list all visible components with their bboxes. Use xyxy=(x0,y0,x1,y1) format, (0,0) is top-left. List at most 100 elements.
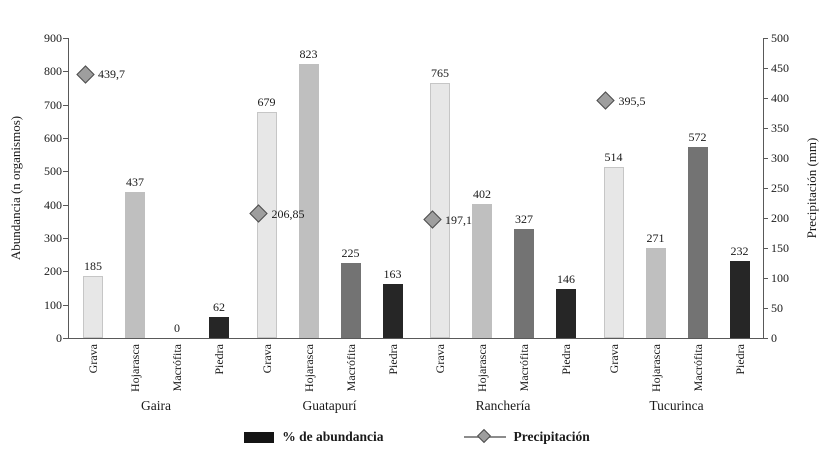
y-axis-right-tick xyxy=(763,308,768,309)
y-axis-left-tick xyxy=(63,338,68,339)
y-axis-right-tick-label: 300 xyxy=(771,151,789,165)
abundance-swatch-icon xyxy=(244,431,275,443)
x-axis-category-label: Piedra xyxy=(732,344,747,375)
x-axis-category-label: Macrófita xyxy=(343,344,358,392)
bar xyxy=(430,83,450,338)
bar-value-label: 437 xyxy=(126,175,144,190)
y-axis-right-tick-label: 400 xyxy=(771,91,789,105)
x-axis-category-label: Macrófita xyxy=(517,344,531,392)
y-axis-right-tick-label: 100 xyxy=(771,271,789,285)
legend-item-abundance: % de abundancia xyxy=(244,429,384,445)
bar xyxy=(125,192,145,338)
precipitation-value-label: 206,85 xyxy=(271,206,305,221)
legend: % de abundancia Precipitación xyxy=(0,428,834,445)
x-axis-category-label: Piedra xyxy=(559,344,573,375)
diamond-icon xyxy=(476,428,491,444)
x-axis-category-label: Piedra xyxy=(212,344,226,375)
bar-value-label: 271 xyxy=(646,230,665,245)
y-axis-left-tick xyxy=(63,171,68,173)
y-axis-right-tick-label: 350 xyxy=(771,121,789,135)
y-axis-right-tick xyxy=(763,278,768,279)
bar-value-label: 514 xyxy=(604,149,623,164)
y-axis-left-tick-label: 700 xyxy=(44,97,62,112)
y-axis-left-tick-label: 100 xyxy=(44,297,62,312)
y-axis-right-tick xyxy=(763,128,768,129)
bar-value-label: 225 xyxy=(341,246,360,260)
x-axis-group-label: Tucurinca xyxy=(649,398,704,413)
bar-value-label: 823 xyxy=(299,46,318,61)
y-axis-right-tick-label: 250 xyxy=(771,181,789,195)
x-axis-group-label: Ranchería xyxy=(475,398,531,413)
bar-value-label: 679 xyxy=(257,94,276,109)
bar xyxy=(340,263,361,338)
y-axis-right-tick-label: 0 xyxy=(771,331,777,345)
precipitation-value-label: 395,5 xyxy=(618,93,646,108)
y-axis-left-tick xyxy=(63,71,68,73)
y-axis-left-tick-label: 200 xyxy=(44,264,62,279)
bar-value-label: 572 xyxy=(688,130,707,145)
bar xyxy=(556,289,576,338)
y-axis-right-tick xyxy=(763,68,768,69)
y-axis-left-tick xyxy=(63,304,68,306)
x-axis-category-label: Piedra xyxy=(385,344,400,375)
x-axis-category-label: Grava xyxy=(433,344,447,374)
bar-value-label: 146 xyxy=(557,272,575,287)
y-axis-left-tick-label: 0 xyxy=(56,331,62,345)
x-axis-category-label: Hojarasca xyxy=(648,344,663,392)
y-axis-left-tick xyxy=(63,271,68,273)
x-axis-group-label: Guatapurí xyxy=(302,398,357,413)
y-axis-left-tick xyxy=(63,104,68,106)
bar xyxy=(603,166,624,338)
y-axis-left-tick-label: 300 xyxy=(44,231,62,245)
y-axis-right-tick xyxy=(763,338,768,339)
bar xyxy=(256,111,277,338)
bar xyxy=(83,276,103,338)
precipitation-marker-icon xyxy=(463,428,506,444)
y-axis-left-tick-label: 400 xyxy=(44,197,62,212)
legend-item-precipitation: Precipitación xyxy=(463,428,590,445)
bar xyxy=(298,63,319,338)
y-axis-left-tick xyxy=(63,238,68,239)
x-axis-category-label: Grava xyxy=(86,344,100,374)
precipitation-value-label: 439,7 xyxy=(98,67,125,82)
bar-value-label: 327 xyxy=(515,212,533,226)
x-axis-category-label: Hojarasca xyxy=(128,344,142,392)
y-axis-right-tick-label: 200 xyxy=(771,211,789,225)
y-axis-right-tick xyxy=(763,38,768,39)
y-axis-right-tick xyxy=(763,248,768,249)
x-axis-category-label: Hojarasca xyxy=(475,344,489,392)
bar xyxy=(687,147,708,338)
bar xyxy=(209,317,229,338)
bar-value-label: 62 xyxy=(213,300,225,315)
y-axis-right-tick xyxy=(763,218,768,219)
bar xyxy=(645,247,666,338)
y-axis-left-tick-label: 600 xyxy=(44,131,62,145)
x-axis-category-label: Grava xyxy=(606,344,621,374)
legend-label-precipitation: Precipitación xyxy=(513,429,590,444)
y-axis-right-tick xyxy=(763,98,768,99)
y-axis-left-tick xyxy=(63,138,68,139)
y-axis-right-tick xyxy=(763,188,768,189)
bar-value-label: 185 xyxy=(84,259,102,274)
bar xyxy=(514,229,534,338)
x-axis-category-label: Hojarasca xyxy=(301,344,316,392)
x-axis-category-label: Macrófita xyxy=(690,344,705,392)
y-axis-right-tick-label: 500 xyxy=(771,31,789,45)
bar-value-label: 765 xyxy=(431,66,449,80)
y-axis-left-tick-label: 500 xyxy=(44,164,62,179)
bar xyxy=(382,283,403,338)
x-axis-group-label: Gaira xyxy=(141,398,171,413)
y-axis-left-tick-label: 800 xyxy=(44,64,62,79)
y-axis-left-tick-label: 900 xyxy=(44,31,62,45)
precipitation-value-label: 197,1 xyxy=(445,212,472,227)
y-axis-left-tick xyxy=(63,38,68,39)
bar-value-label: 163 xyxy=(383,266,402,281)
bar xyxy=(472,204,492,338)
bar xyxy=(729,260,750,338)
y-axis-title-left: Abundancia (n organismos) xyxy=(8,115,23,261)
x-axis-category-label: Grava xyxy=(259,344,274,374)
y-axis-left-tick xyxy=(63,204,68,206)
bar-value-label: 0 xyxy=(174,321,180,335)
y-axis-right-tick-label: 50 xyxy=(771,301,783,315)
